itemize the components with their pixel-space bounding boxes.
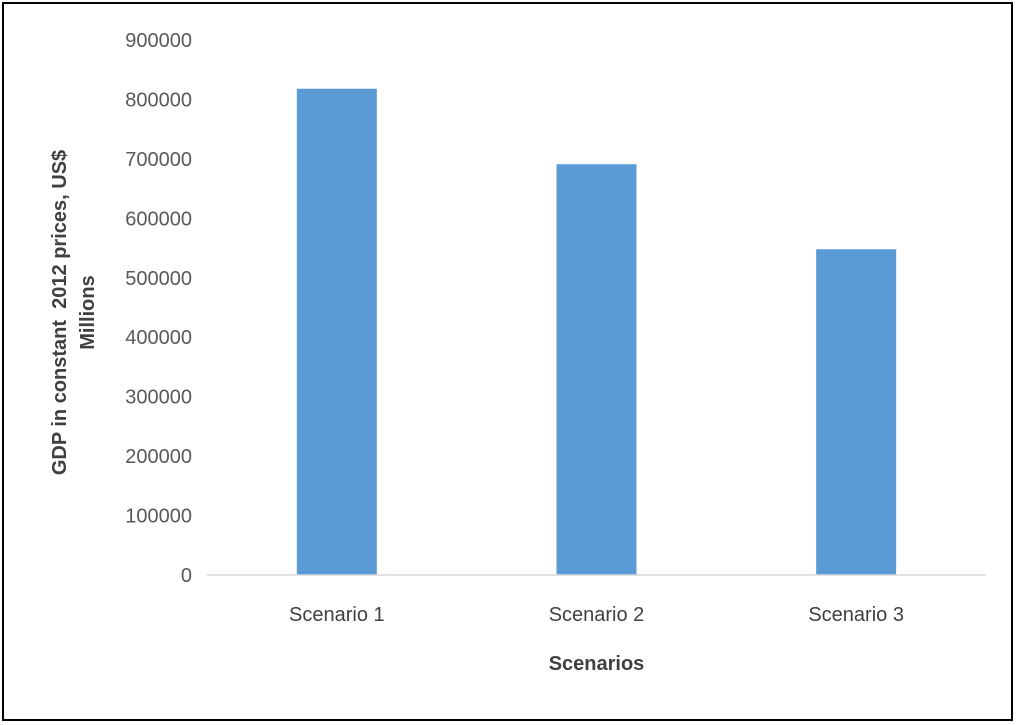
y-tick-label: 800000 xyxy=(125,89,192,111)
y-tick-label: 0 xyxy=(181,565,192,587)
y-tick-label: 100000 xyxy=(125,506,192,528)
y-tick-label: 400000 xyxy=(125,327,192,349)
x-category-label: Scenario 2 xyxy=(549,604,645,626)
y-tick-label: 700000 xyxy=(125,149,192,171)
x-axis-categories: Scenario 1 Scenario 2 Scenario 3 xyxy=(289,604,904,626)
y-axis-title-line: GDP in constant 2012 prices, US$ xyxy=(49,150,71,475)
y-tick-label: 600000 xyxy=(125,208,192,230)
bar xyxy=(296,88,377,575)
bar xyxy=(556,164,637,575)
y-tick-label: 300000 xyxy=(125,387,192,409)
y-tick-label: 200000 xyxy=(125,446,192,468)
bars xyxy=(296,88,897,575)
y-axis-title: GDP in constant 2012 prices, US$ Millions xyxy=(49,150,99,475)
x-category-label: Scenario 3 xyxy=(808,604,904,626)
bar xyxy=(816,249,897,575)
y-tick-label: 500000 xyxy=(125,268,192,290)
y-tick-label: 900000 xyxy=(125,30,192,52)
x-category-label: Scenario 1 xyxy=(289,604,385,626)
y-axis-title-line: Millions xyxy=(77,275,99,349)
y-axis-ticks: 0 100000 200000 300000 400000 500000 600000 700… xyxy=(125,30,192,587)
x-axis-title: Scenarios xyxy=(549,653,645,675)
